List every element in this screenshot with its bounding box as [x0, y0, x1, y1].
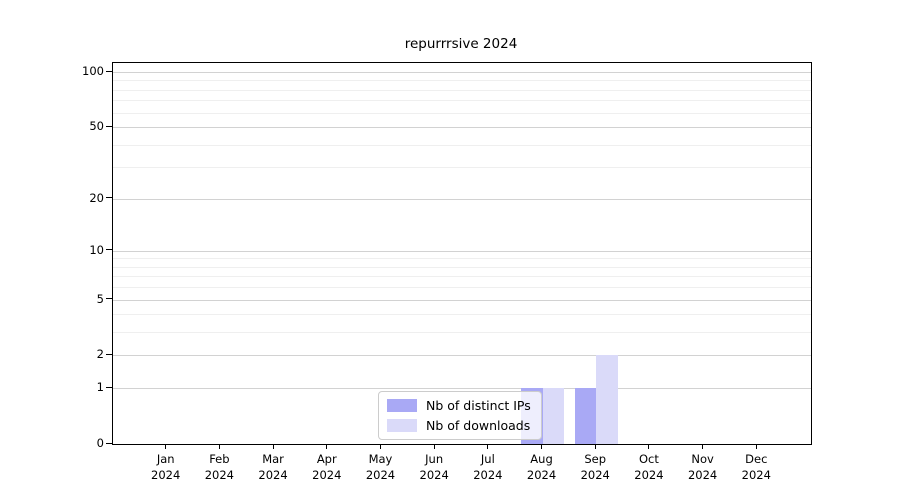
x-tick-label-nov-2024: Nov 2024	[671, 451, 735, 483]
y-tick-mark-5	[106, 298, 112, 300]
gridline-minor-7	[113, 276, 811, 278]
bar-nb-of-downloads-aug-2024	[542, 388, 565, 444]
gridline-minor-4	[113, 314, 811, 316]
x-tick-month: Dec	[745, 452, 768, 466]
x-tick-year: 2024	[151, 468, 181, 482]
gridline-major-20	[113, 198, 811, 200]
x-tick-year: 2024	[473, 468, 503, 482]
x-tick-month: Aug	[530, 452, 553, 466]
gridline-major-50	[113, 127, 811, 129]
legend-item-downloads: Nb of downloads	[387, 418, 531, 433]
y-tick-label-0: 0	[96, 436, 104, 450]
gridline-minor-6	[113, 287, 811, 289]
gridline-minor-60	[113, 112, 811, 114]
bar-nb-of-distinct-ips-sep-2024	[574, 388, 597, 444]
legend-swatch-distinct-ips-icon	[387, 399, 417, 412]
x-tick-year: 2024	[634, 468, 664, 482]
x-tick-label-apr-2024: Apr 2024	[295, 451, 359, 483]
y-tick-label-2: 2	[96, 347, 104, 362]
x-tick-year: 2024	[365, 468, 396, 482]
gridline-minor-90	[113, 80, 811, 82]
x-tick-label-sep-2024: Sep 2024	[563, 451, 627, 483]
x-tick-month: May	[368, 452, 393, 466]
x-tick-month: Sep	[584, 452, 607, 466]
x-tick-mark-apr-2024	[326, 444, 328, 449]
gridline-major-10	[113, 250, 811, 252]
x-tick-mark-mar-2024	[272, 444, 274, 449]
x-tick-month: Feb	[209, 452, 230, 466]
gridline-minor-9	[113, 258, 811, 260]
x-tick-label-jul-2024: Jul 2024	[456, 451, 520, 483]
x-tick-label-oct-2024: Oct 2024	[617, 451, 681, 483]
x-tick-year: 2024	[258, 468, 288, 482]
x-tick-month: Oct	[638, 452, 659, 466]
x-tick-mark-dec-2024	[755, 444, 757, 449]
legend-swatch-downloads-icon	[387, 419, 417, 432]
x-tick-month: Jul	[480, 452, 495, 466]
x-tick-mark-jun-2024	[433, 444, 435, 449]
gridline-major-5	[113, 299, 811, 301]
y-tick-label-100: 100	[82, 64, 104, 79]
x-tick-label-feb-2024: Feb 2024	[187, 451, 251, 483]
x-tick-mark-feb-2024	[218, 444, 220, 449]
y-tick-label-1: 1	[96, 380, 104, 395]
y-tick-mark-20	[106, 197, 112, 199]
x-tick-year: 2024	[580, 468, 610, 482]
y-tick-mark-10	[106, 249, 112, 251]
x-tick-mark-jan-2024	[165, 444, 167, 449]
x-tick-label-jun-2024: Jun 2024	[402, 451, 466, 483]
legend-label-distinct-ips: Nb of distinct IPs	[426, 398, 531, 413]
y-tick-mark-0	[106, 442, 112, 444]
x-tick-mark-jul-2024	[487, 444, 489, 449]
x-tick-month: Nov	[691, 452, 714, 466]
x-tick-year: 2024	[526, 468, 557, 482]
y-tick-mark-50	[106, 125, 112, 127]
y-tick-label-5: 5	[96, 291, 104, 306]
gridline-major-2	[113, 355, 811, 357]
y-tick-mark-2	[106, 353, 112, 355]
x-tick-year: 2024	[419, 468, 449, 482]
x-tick-year: 2024	[204, 468, 235, 482]
x-tick-year: 2024	[741, 468, 771, 482]
x-tick-month: Mar	[262, 452, 284, 466]
gridline-minor-30	[113, 167, 811, 169]
x-tick-mark-oct-2024	[648, 444, 650, 449]
x-tick-year: 2024	[687, 468, 718, 482]
legend-item-distinct-ips: Nb of distinct IPs	[387, 398, 531, 413]
x-tick-label-jan-2024: Jan 2024	[134, 451, 198, 483]
y-tick-mark-1	[106, 386, 112, 388]
x-tick-month: Jan	[156, 452, 175, 466]
gridline-minor-8	[113, 266, 811, 268]
y-tick-label-10: 10	[89, 242, 104, 257]
x-tick-mark-aug-2024	[541, 444, 543, 449]
x-tick-mark-nov-2024	[702, 444, 704, 449]
plot-area: Nb of distinct IPs Nb of downloads	[112, 62, 812, 445]
y-tick-label-20: 20	[89, 190, 104, 205]
legend: Nb of distinct IPs Nb of downloads	[378, 391, 542, 440]
y-tick-mark-100	[106, 70, 112, 72]
x-tick-year: 2024	[312, 468, 342, 482]
legend-label-downloads: Nb of downloads	[426, 418, 531, 433]
gridline-minor-3	[113, 332, 811, 334]
bar-nb-of-downloads-sep-2024	[596, 355, 618, 444]
x-tick-label-aug-2024: Aug 2024	[510, 451, 574, 483]
chart-title: repurrrsive 2024	[404, 36, 518, 52]
gridline-major-1	[113, 388, 811, 390]
x-tick-mark-sep-2024	[594, 444, 596, 449]
gridline-major-100	[113, 72, 811, 74]
gridline-minor-40	[113, 144, 811, 146]
x-tick-mark-may-2024	[379, 444, 381, 449]
gridline-minor-80	[113, 89, 811, 91]
x-tick-label-mar-2024: Mar 2024	[241, 451, 305, 483]
x-tick-month: Jun	[425, 452, 444, 466]
x-tick-label-dec-2024: Dec 2024	[724, 451, 788, 483]
x-tick-month: Apr	[316, 452, 337, 466]
gridline-minor-70	[113, 100, 811, 102]
x-tick-label-may-2024: May 2024	[348, 451, 412, 483]
y-tick-label-50: 50	[89, 119, 104, 134]
